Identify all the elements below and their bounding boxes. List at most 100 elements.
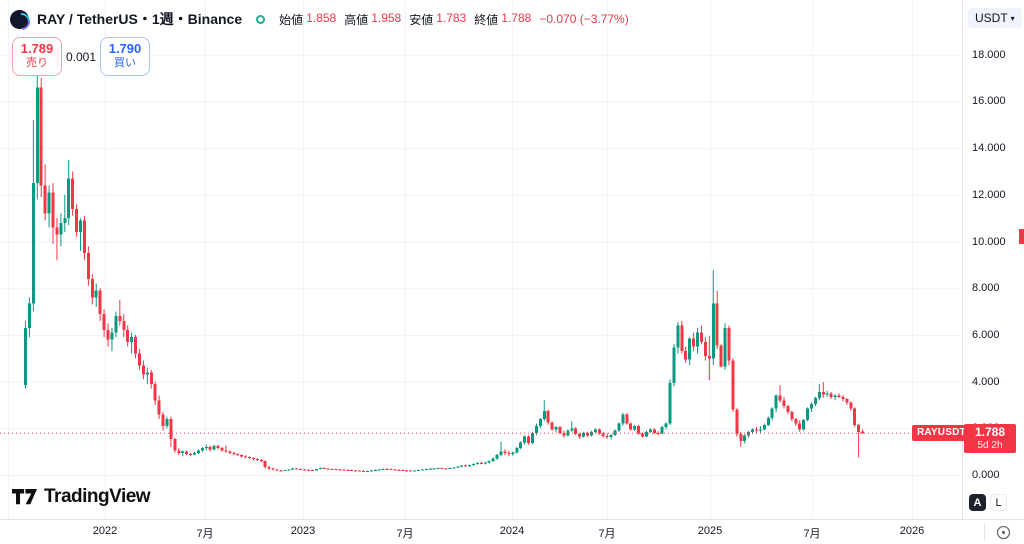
candle-body: [523, 436, 527, 443]
candle-body: [200, 448, 204, 451]
candle-body: [562, 432, 566, 436]
candle-body: [778, 395, 782, 401]
candle-body: [126, 330, 130, 342]
time-tick: 7月: [396, 528, 414, 540]
candle-body: [310, 470, 314, 472]
price-tick: 12.000: [972, 188, 1006, 201]
candle-body: [393, 469, 397, 471]
candle-body: [267, 466, 271, 469]
axis-divider: [984, 523, 985, 541]
candle-body: [786, 406, 790, 412]
candle-body: [236, 453, 240, 456]
candle-body: [475, 462, 479, 464]
candle-body: [546, 410, 550, 423]
log-scale-button[interactable]: L: [990, 494, 1007, 511]
buy-price: 1.790: [108, 41, 142, 56]
candle-body: [334, 469, 338, 471]
candle-body: [707, 355, 711, 359]
timescale-settings-icon[interactable]: [995, 524, 1012, 541]
buy-button[interactable]: 1.790 買い: [100, 37, 150, 76]
candlestick-chart[interactable]: [0, 0, 962, 519]
candle-body: [770, 408, 774, 418]
currency-dropdown[interactable]: USDT ▾: [968, 8, 1022, 28]
candle-body: [342, 469, 346, 471]
candle-body: [401, 470, 405, 472]
candle-body: [157, 400, 161, 415]
candle-body: [377, 469, 381, 471]
candle-body: [295, 468, 299, 470]
time-axis[interactable]: 2022 7月 2023 7月 2024 7月 2025 7月 2026: [0, 519, 1024, 544]
sell-button[interactable]: 1.789 売り: [12, 37, 62, 76]
candle-body: [456, 466, 460, 468]
candle-body: [161, 414, 165, 426]
candle-body: [86, 253, 90, 279]
price-tick: 14.000: [972, 142, 1006, 155]
candle-body: [452, 467, 456, 469]
candle-body: [731, 360, 735, 410]
candle-body: [617, 423, 621, 431]
auto-scale-button[interactable]: A: [969, 494, 986, 511]
candle-body: [813, 397, 817, 404]
candle-body: [837, 395, 841, 397]
spread-value: 0.001: [65, 49, 97, 64]
candle-body: [428, 468, 432, 470]
currency-label: USDT: [975, 11, 1008, 25]
candle-body: [589, 431, 593, 436]
candle-body: [263, 460, 267, 467]
high-label: 高値: [344, 12, 369, 27]
candle-body: [283, 470, 287, 472]
candle-body: [291, 468, 295, 470]
candle-body: [735, 409, 739, 435]
candle-body: [24, 327, 27, 386]
candle-body: [574, 428, 578, 435]
candle-body: [609, 434, 613, 438]
time-tick: 7月: [196, 528, 214, 540]
close-label: 終値: [474, 12, 499, 27]
tradingview-logo[interactable]: TradingView: [12, 486, 151, 508]
candle-body: [118, 316, 122, 321]
symbol-title[interactable]: RAY / TetherUS・1週・Binance: [37, 11, 243, 27]
candle-body: [82, 220, 86, 254]
candle-body: [676, 325, 680, 348]
candle-body: [582, 432, 586, 437]
chart-header: RAY / TetherUS・1週・Binance 始値 1.858 高値 1.95…: [10, 9, 629, 29]
candle-body: [47, 192, 51, 214]
candle-body: [762, 424, 766, 430]
price-tick: 0.000: [972, 469, 1000, 481]
price-tick: 16.000: [972, 95, 1006, 108]
candle-body: [149, 372, 153, 384]
candle-body: [723, 327, 727, 367]
price-line-symbol-badge: RAYUSDT: [912, 425, 971, 441]
candle-body: [279, 470, 283, 472]
candle-body: [751, 429, 755, 432]
candle-body: [684, 351, 688, 360]
candle-body: [719, 345, 723, 367]
candle-body: [67, 178, 71, 219]
candle-body: [444, 468, 448, 470]
candle-body: [165, 418, 169, 426]
candle-body: [413, 470, 417, 472]
time-tick: 7月: [803, 528, 821, 540]
candle-body: [196, 450, 200, 453]
candle-body: [515, 448, 519, 453]
candle-body: [739, 434, 743, 442]
price-axis[interactable]: USDT ▾ 0.0002.0004.0006.0008.00010.00012…: [962, 0, 1024, 519]
chevron-down-icon: ▾: [1010, 13, 1015, 23]
candle-body: [248, 456, 252, 459]
candle-body: [346, 469, 350, 471]
candle-body: [326, 468, 330, 470]
candle-body: [538, 418, 542, 426]
candle-body: [692, 338, 696, 347]
candle-body: [810, 403, 813, 409]
time-tick: 2023: [290, 525, 316, 537]
candle-body: [39, 87, 43, 186]
chart-pane[interactable]: [0, 0, 962, 519]
candle-body: [703, 341, 707, 356]
candle-body: [212, 445, 216, 450]
candle-body: [216, 445, 220, 449]
price-marker: [1019, 229, 1024, 244]
candle-body: [629, 423, 633, 430]
candle-body: [652, 429, 656, 433]
price-tick: 10.000: [972, 235, 1006, 248]
